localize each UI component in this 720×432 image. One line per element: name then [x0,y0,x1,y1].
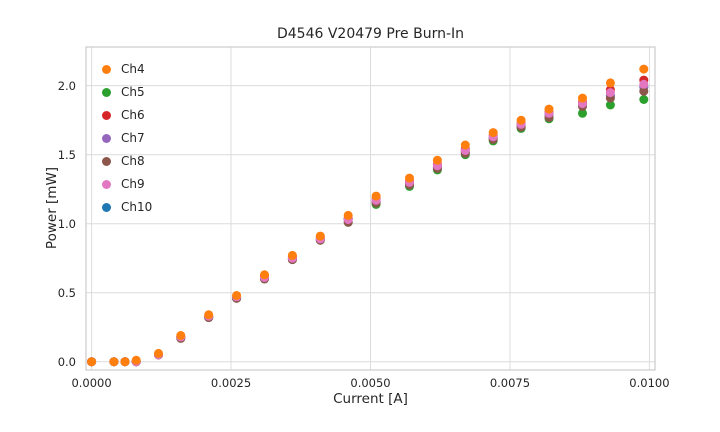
x-tick-label: 0.0050 [350,376,391,390]
data-point-ch4 [516,115,526,125]
data-point-ch4 [315,231,325,241]
data-point-ch4 [154,348,163,358]
data-point-ch4 [605,78,615,88]
data-point-ch4 [131,355,141,365]
legend-item-ch5: Ch5 [102,85,152,100]
legend-marker-icon [102,203,111,212]
y-tick-label: 0.0 [57,354,76,369]
legend-marker-icon [102,88,111,97]
data-point-ch5 [639,95,649,104]
legend-label: Ch4 [121,62,145,76]
chart-title: D4546 V20479 Pre Burn-In [276,26,465,42]
data-point-ch4 [343,210,353,220]
data-point-ch4 [578,93,587,103]
legend-marker-icon [102,65,111,74]
data-point-ch4 [405,173,414,183]
legend-marker-icon [102,111,111,120]
legend-marker-icon [102,157,111,166]
data-point-ch4 [371,191,381,201]
x-tick-label: 0.0100 [629,376,670,390]
legend-label: Ch10 [121,200,153,214]
data-point-ch5 [578,108,587,118]
data-point-ch4 [232,291,242,300]
data-point-ch4 [432,155,442,165]
data-point-ch4 [260,270,269,280]
data-point-ch4 [109,357,119,367]
legend-label: Ch7 [121,131,145,145]
legend-item-ch7: Ch7 [102,131,152,146]
legend-marker-icon [102,180,111,189]
y-axis-label: Power [mW] [44,166,60,250]
data-point-ch9 [639,79,649,89]
data-point-ch4 [639,64,649,74]
x-tick-label: 0.0025 [210,376,252,390]
legend-item-ch10: Ch10 [102,200,152,215]
x-axis-label: Current [A] [333,391,408,407]
data-point-ch4 [87,357,97,367]
data-point-ch5 [605,100,615,110]
y-tick-label: 0.5 [57,285,76,300]
data-point-ch4 [460,140,470,150]
legend: Ch4 Ch5 Ch6 Ch7 Ch8 Ch9 Ch10 [102,62,152,215]
legend-label: Ch9 [121,177,145,191]
y-tick-label: 2.0 [57,78,76,93]
legend-marker-icon [102,134,111,143]
legend-item-ch4: Ch4 [102,62,152,77]
data-point-ch4 [204,310,214,320]
data-point-ch4 [287,250,297,260]
y-tick-label: 1.0 [57,216,76,231]
y-tick-label: 1.5 [57,147,76,162]
data-point-ch9 [605,88,615,98]
legend-label: Ch6 [121,108,145,122]
data-point-ch4 [488,128,498,138]
data-point-ch4 [176,331,186,340]
legend-item-ch8: Ch8 [102,154,152,169]
x-tick-label: 0.0000 [71,376,112,390]
plot-border [85,46,656,371]
legend-label: Ch8 [121,154,145,168]
legend-label: Ch5 [121,85,145,99]
x-tick-label: 0.0075 [489,376,531,390]
data-point-ch4 [544,104,554,114]
legend-item-ch9: Ch9 [102,177,152,192]
legend-item-ch6: Ch6 [102,108,152,123]
data-point-ch4 [120,357,130,367]
data-point-ch8 [639,86,649,96]
